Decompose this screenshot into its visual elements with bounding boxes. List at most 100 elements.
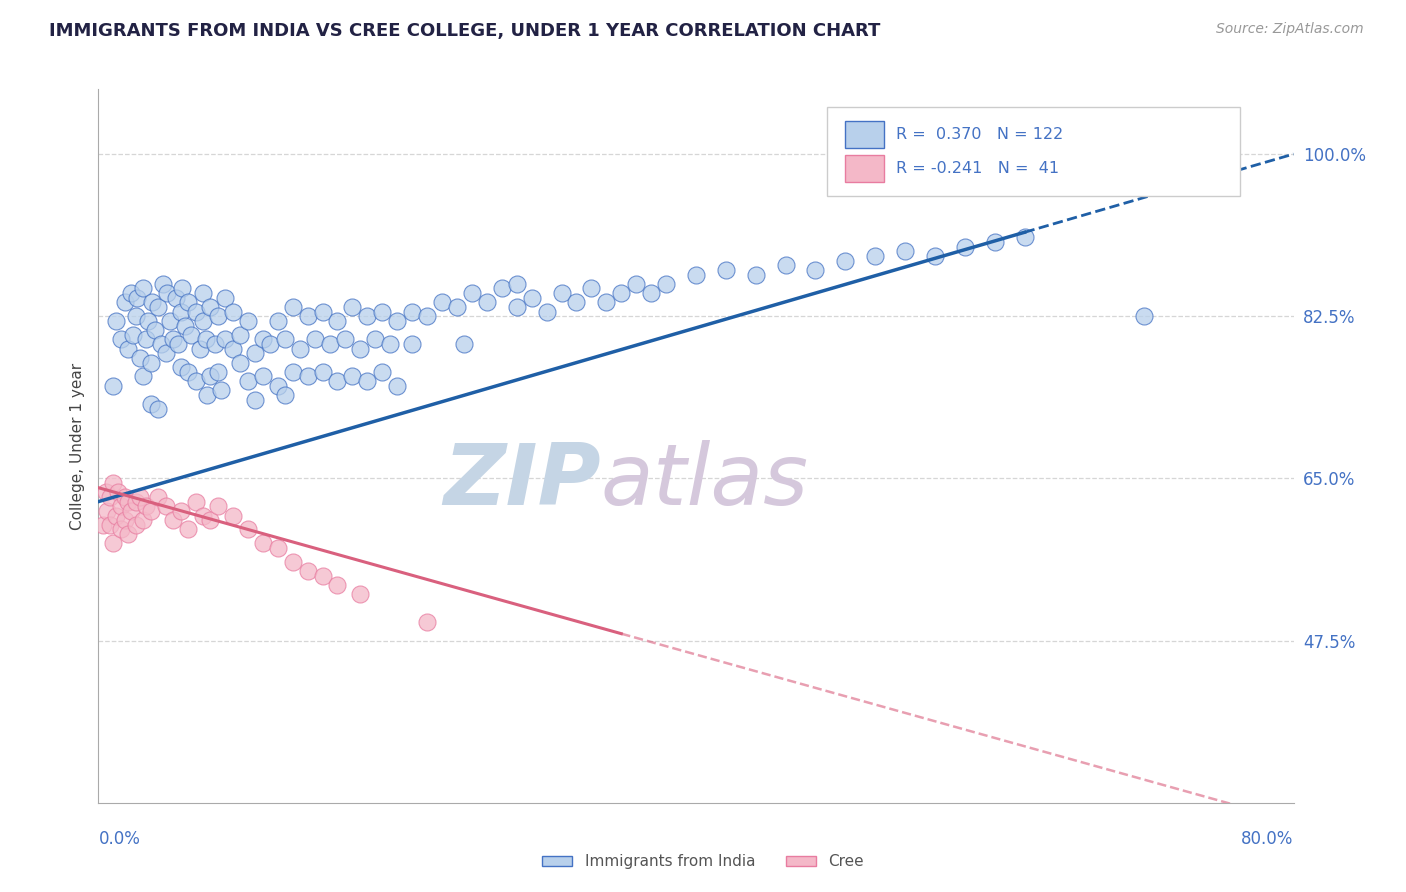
Point [120, 286, 142, 301]
Point [536, 304, 558, 318]
Point [333, 333, 356, 347]
Point [252, 333, 274, 347]
Point [96, 504, 118, 518]
Point [252, 536, 274, 550]
Point [267, 541, 290, 555]
Point [745, 268, 768, 282]
Point [166, 337, 188, 351]
Point [120, 504, 142, 518]
Point [446, 300, 468, 314]
Point [155, 346, 177, 360]
Point [565, 295, 588, 310]
Point [136, 314, 159, 328]
Point [200, 300, 222, 314]
Point [132, 281, 155, 295]
Point [581, 281, 603, 295]
Point [371, 365, 394, 379]
Point [595, 295, 617, 310]
Point [135, 500, 157, 514]
Point [159, 314, 181, 328]
Point [148, 490, 170, 504]
Point [252, 369, 274, 384]
Point [550, 286, 572, 301]
Point [610, 286, 633, 301]
Point [274, 388, 297, 402]
Point [191, 314, 214, 328]
Point [129, 351, 152, 365]
Point [401, 304, 423, 318]
Point [204, 337, 226, 351]
Point [297, 310, 319, 324]
Point [200, 369, 222, 384]
Point [297, 369, 319, 384]
Text: 0.0%: 0.0% [98, 830, 141, 847]
Point [378, 337, 401, 351]
Point [342, 369, 364, 384]
Point [214, 333, 236, 347]
Point [162, 513, 184, 527]
Point [475, 295, 498, 310]
Point [103, 536, 125, 550]
Point [1014, 230, 1036, 244]
Point [416, 310, 439, 324]
Point [297, 564, 319, 578]
Point [139, 355, 162, 369]
Point [453, 337, 475, 351]
Point [209, 384, 232, 398]
Point [236, 523, 259, 537]
Point [267, 314, 290, 328]
Point [117, 494, 139, 508]
Point [222, 342, 245, 356]
Point [655, 277, 678, 291]
Point [98, 517, 122, 532]
Point [349, 342, 371, 356]
Point [520, 291, 543, 305]
Point [177, 523, 200, 537]
Point [184, 374, 207, 388]
Point [114, 295, 136, 310]
Point [132, 369, 155, 384]
Point [1133, 310, 1156, 324]
Point [304, 333, 326, 347]
Point [430, 295, 453, 310]
Point [506, 300, 529, 314]
Text: ZIP: ZIP [443, 440, 600, 524]
Point [105, 314, 128, 328]
Point [156, 286, 179, 301]
Text: IMMIGRANTS FROM INDIA VS CREE COLLEGE, UNDER 1 YEAR CORRELATION CHART: IMMIGRANTS FROM INDIA VS CREE COLLEGE, U… [49, 22, 880, 40]
Point [125, 310, 148, 324]
Point [349, 587, 371, 601]
Point [401, 337, 423, 351]
Point [229, 355, 252, 369]
Point [197, 388, 219, 402]
Point [121, 327, 143, 342]
Point [259, 337, 281, 351]
Text: atlas: atlas [600, 440, 808, 524]
Point [319, 337, 342, 351]
Point [491, 281, 513, 295]
Point [148, 300, 170, 314]
Y-axis label: College, Under 1 year: College, Under 1 year [69, 362, 84, 530]
Point [281, 555, 304, 569]
Point [506, 277, 529, 291]
Legend: Immigrants from India, Cree: Immigrants from India, Cree [536, 848, 870, 875]
Point [132, 513, 155, 527]
Point [775, 258, 797, 272]
Text: 80.0%: 80.0% [1241, 830, 1294, 847]
Point [236, 374, 259, 388]
Point [107, 485, 129, 500]
Point [94, 485, 117, 500]
Point [169, 360, 191, 375]
Point [207, 365, 229, 379]
Point [165, 291, 187, 305]
Point [274, 333, 297, 347]
Point [184, 304, 207, 318]
Point [110, 333, 132, 347]
Point [894, 244, 917, 259]
Point [311, 304, 333, 318]
Point [117, 527, 139, 541]
Point [311, 568, 333, 582]
Point [207, 500, 229, 514]
Point [110, 500, 132, 514]
Point [267, 378, 290, 392]
